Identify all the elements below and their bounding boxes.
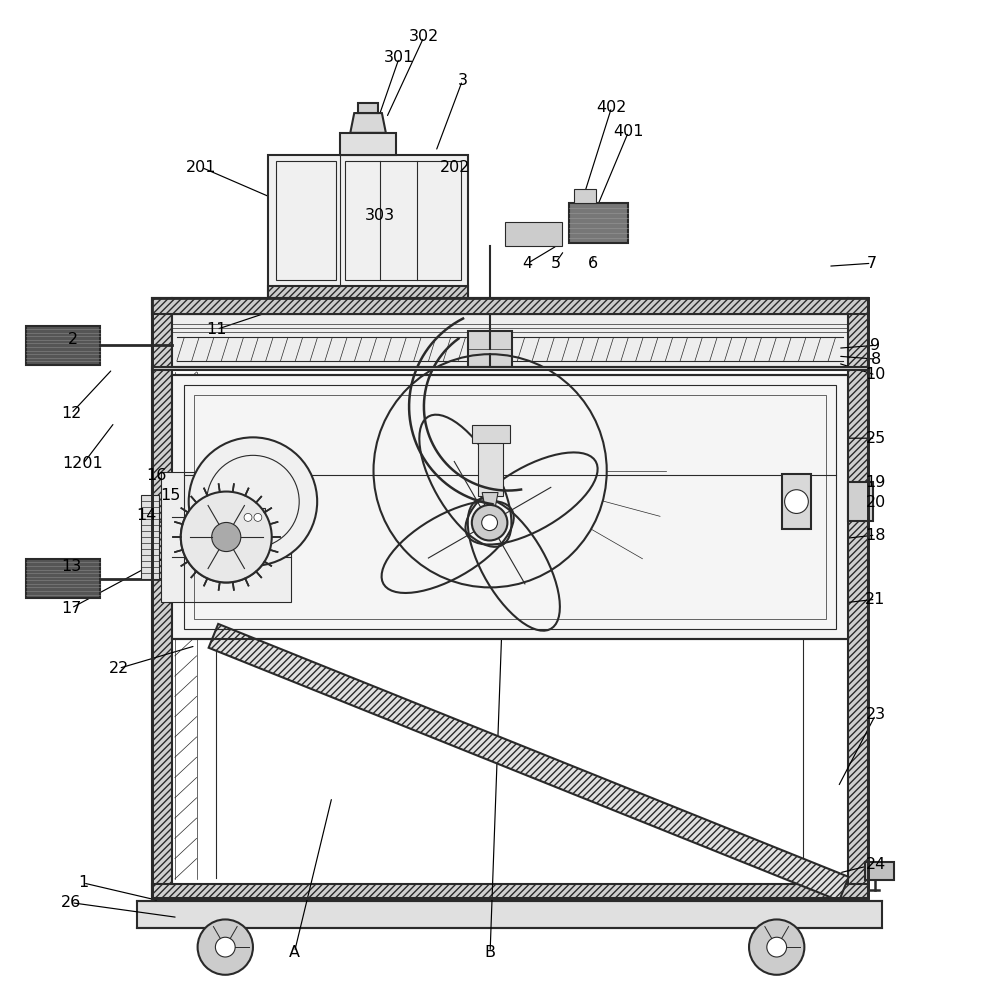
Text: 303: 303 (364, 208, 394, 223)
Circle shape (785, 490, 808, 513)
Text: 12: 12 (61, 406, 81, 421)
Circle shape (215, 937, 235, 957)
Bar (505, 222, 562, 247)
Text: 202: 202 (440, 160, 471, 174)
Circle shape (244, 513, 252, 521)
Text: 17: 17 (61, 601, 81, 615)
Bar (172, 375, 848, 639)
Text: 25: 25 (865, 431, 886, 446)
Bar (268, 286, 468, 298)
Bar (194, 394, 826, 619)
Bar (152, 298, 868, 314)
Text: 14: 14 (136, 507, 156, 523)
Text: B: B (485, 944, 496, 959)
Circle shape (472, 504, 507, 540)
Text: 302: 302 (409, 30, 439, 45)
Circle shape (767, 937, 787, 957)
Circle shape (212, 522, 241, 552)
Bar (152, 884, 868, 898)
Text: 20: 20 (865, 495, 886, 510)
Text: 11: 11 (206, 322, 227, 337)
Bar (184, 385, 836, 629)
Bar (268, 155, 468, 298)
Text: 8: 8 (870, 352, 881, 367)
Bar (152, 298, 868, 898)
Bar (152, 367, 868, 370)
Polygon shape (350, 113, 386, 133)
Text: 402: 402 (596, 100, 627, 115)
Bar (172, 298, 848, 314)
Text: 3: 3 (457, 73, 467, 88)
Text: 1201: 1201 (63, 457, 103, 472)
Bar (848, 482, 873, 521)
Bar (569, 203, 628, 243)
Text: 21: 21 (865, 592, 886, 606)
Text: 9: 9 (870, 338, 881, 353)
Bar (141, 496, 159, 579)
Text: 6: 6 (588, 256, 598, 271)
Bar (26, 325, 100, 365)
Polygon shape (482, 493, 498, 508)
Text: 15: 15 (161, 488, 181, 503)
Text: 4: 4 (523, 256, 533, 271)
Text: 16: 16 (146, 468, 166, 484)
Circle shape (181, 492, 272, 583)
Bar (26, 559, 100, 599)
Text: 401: 401 (613, 124, 644, 140)
Bar (865, 862, 894, 880)
Bar (345, 162, 461, 280)
Text: 2: 2 (68, 332, 78, 347)
Circle shape (749, 920, 804, 975)
Text: 23: 23 (865, 708, 886, 722)
Bar (574, 189, 596, 203)
Text: 201: 201 (186, 160, 217, 174)
Bar (358, 103, 378, 113)
Text: 22: 22 (108, 661, 129, 676)
Bar (478, 441, 503, 496)
Text: 26: 26 (61, 895, 81, 910)
Bar (161, 472, 291, 603)
Text: 301: 301 (384, 51, 414, 65)
Text: 18: 18 (865, 527, 886, 542)
Circle shape (482, 514, 498, 530)
Circle shape (198, 920, 253, 975)
Bar (276, 162, 336, 280)
Bar (152, 298, 868, 898)
Circle shape (189, 437, 317, 566)
Circle shape (254, 513, 262, 521)
Text: 1: 1 (78, 875, 88, 890)
Bar (137, 901, 882, 929)
Polygon shape (209, 624, 849, 901)
Bar (241, 507, 265, 523)
Text: 10: 10 (865, 368, 886, 383)
Text: A: A (289, 944, 300, 959)
Bar (468, 331, 512, 367)
Bar (172, 314, 848, 367)
Bar (848, 298, 868, 898)
Circle shape (212, 522, 241, 552)
Bar (152, 298, 172, 898)
Text: 5: 5 (550, 256, 560, 271)
Circle shape (181, 492, 272, 583)
Text: 19: 19 (865, 475, 886, 491)
Text: 7: 7 (867, 256, 877, 271)
Bar (472, 425, 510, 443)
Text: 13: 13 (61, 559, 81, 574)
Bar (782, 475, 811, 529)
Bar (340, 133, 396, 155)
Text: 24: 24 (865, 856, 886, 872)
